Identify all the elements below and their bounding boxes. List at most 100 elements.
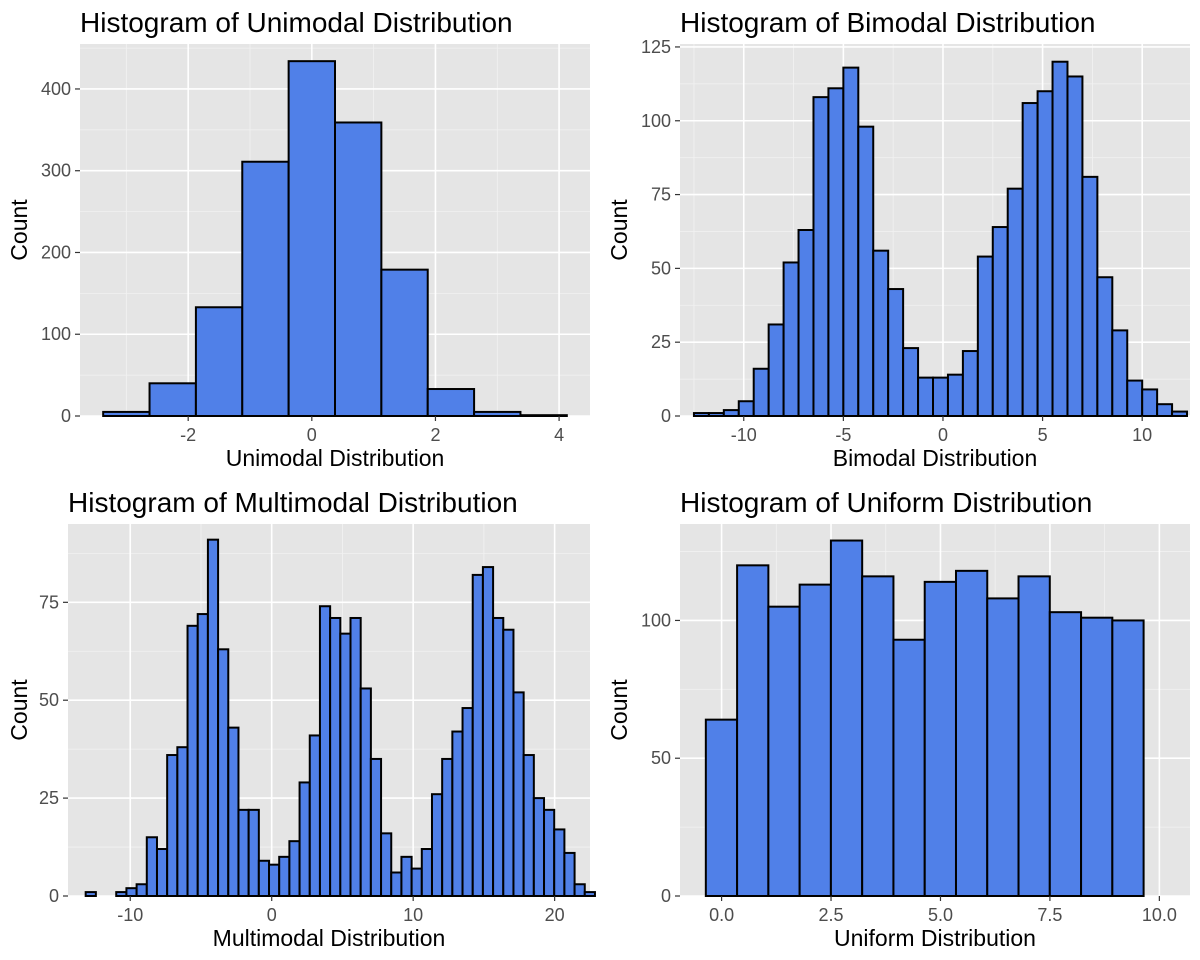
- histogram-bar: [380, 268, 429, 417]
- x-tick-label: -2: [180, 425, 196, 445]
- histogram-bar: [426, 388, 476, 417]
- histogram-bar: [1141, 388, 1159, 417]
- y-axis-title: Count: [6, 679, 32, 741]
- histogram-bar: [1048, 611, 1083, 898]
- x-tick-label: 2.5: [819, 905, 844, 925]
- histogram-bar: [176, 746, 189, 898]
- bars: [704, 539, 1145, 898]
- y-tick-label: 0: [661, 406, 671, 426]
- histogram-bar: [1021, 102, 1039, 418]
- x-tick-label: 7.5: [1037, 905, 1062, 925]
- x-tick-label: 10.0: [1142, 905, 1177, 925]
- histogram-bar: [1096, 276, 1114, 417]
- histogram-bar: [902, 347, 920, 418]
- histogram-bar: [797, 229, 815, 417]
- histogram-bar: [923, 580, 957, 897]
- histogram-bar: [471, 573, 484, 897]
- x-tick-label: 0: [267, 905, 277, 925]
- bars: [692, 60, 1189, 418]
- histogram-bar: [135, 883, 148, 897]
- bars: [102, 60, 568, 418]
- histogram-bar: [892, 638, 926, 897]
- histogram-bar: [1036, 90, 1054, 417]
- histogram-bar: [692, 412, 710, 417]
- histogram-bar: [308, 734, 321, 897]
- x-tick-label: 0: [938, 425, 948, 445]
- x-tick-label: 10: [1132, 425, 1152, 445]
- x-tick-label: 0: [307, 425, 317, 445]
- histogram-bar: [329, 616, 342, 897]
- histogram-bar: [287, 60, 336, 418]
- chart-panel-multimodal: -10 0 10 20 0 25 50 75 Histogram of Multimodal …: [0, 480, 600, 960]
- histogram-bar: [410, 867, 423, 898]
- histogram-bar: [186, 624, 199, 898]
- histogram-bar: [420, 848, 433, 898]
- histogram-bar: [961, 350, 979, 417]
- histogram-bar: [752, 367, 770, 417]
- histogram-bar: [247, 808, 260, 897]
- histogram-bar: [268, 863, 281, 897]
- histogram-bar: [298, 781, 311, 897]
- chart-title: Histogram of Bimodal Distribution: [680, 7, 1096, 38]
- x-tick-label: 20: [545, 905, 565, 925]
- y-tick-label: 0: [661, 886, 671, 906]
- histogram-bar: [917, 376, 935, 417]
- histogram-bar: [767, 323, 785, 418]
- histogram-bar: [473, 410, 522, 417]
- y-tick-label: 125: [641, 37, 671, 57]
- histogram-bar: [767, 605, 801, 898]
- chart-title: Histogram of Multimodal Distribution: [68, 487, 518, 518]
- y-tick-label: 300: [41, 161, 71, 181]
- histogram-bar: [522, 754, 535, 897]
- histogram-bar: [148, 382, 197, 417]
- histogram-bar: [206, 538, 220, 898]
- histogram-bar: [1066, 75, 1084, 417]
- histogram-bar: [217, 648, 230, 897]
- histogram-bar: [857, 125, 875, 418]
- histogram-bar: [227, 726, 240, 897]
- histogram-bar: [400, 855, 413, 897]
- histogram-bar: [288, 840, 301, 898]
- histogram-bar: [1171, 410, 1189, 418]
- histogram-bar: [986, 597, 1020, 898]
- x-tick-label: 5.0: [928, 905, 953, 925]
- histogram-bar: [583, 891, 596, 897]
- chart-svg-uniform: 0.0 2.5 5.0 7.5 10.0 0 50 100 Histogram of Unif…: [606, 487, 1190, 951]
- histogram-bar: [573, 883, 586, 897]
- x-axis-title: Multimodal Distribution: [213, 925, 446, 951]
- histogram-bar: [349, 616, 362, 897]
- histogram-bar: [339, 632, 352, 897]
- histogram-bar: [492, 616, 505, 897]
- histogram-bar: [334, 121, 383, 417]
- histogram-bar: [380, 832, 393, 898]
- chart-svg-unimodal: -2 0 2 4 0 100 200 300 400 Histogram of Unimodal…: [6, 7, 590, 471]
- histogram-bar: [707, 412, 725, 417]
- histogram-bar: [155, 848, 169, 898]
- histogram-bar: [461, 707, 474, 897]
- histogram-bar: [798, 583, 832, 897]
- y-axis-title: Count: [6, 199, 32, 261]
- histogram-bar: [722, 409, 740, 418]
- histogram-bar: [932, 376, 949, 417]
- y-tick-label: 100: [641, 111, 671, 131]
- x-axis-title: Bimodal Distribution: [833, 445, 1038, 471]
- histogram-bar: [241, 160, 290, 417]
- axis-ticks: -10 0 10 20 0 25 50 75: [39, 592, 565, 925]
- histogram-bar: [502, 628, 515, 897]
- y-tick-label: 75: [39, 592, 59, 612]
- histogram-bar: [369, 757, 383, 897]
- y-tick-label: 25: [39, 788, 59, 808]
- histogram-bar: [872, 249, 890, 417]
- chart-title: Histogram of Unimodal Distribution: [80, 7, 513, 38]
- histogram-bar: [102, 410, 151, 417]
- histogram-bar: [519, 414, 568, 417]
- histogram-bar: [553, 828, 566, 897]
- histogram-bar: [1006, 187, 1024, 417]
- y-tick-label: 50: [651, 258, 671, 278]
- histogram-bar: [704, 718, 739, 897]
- histogram-bar: [451, 730, 464, 897]
- histogram-bar: [237, 808, 250, 897]
